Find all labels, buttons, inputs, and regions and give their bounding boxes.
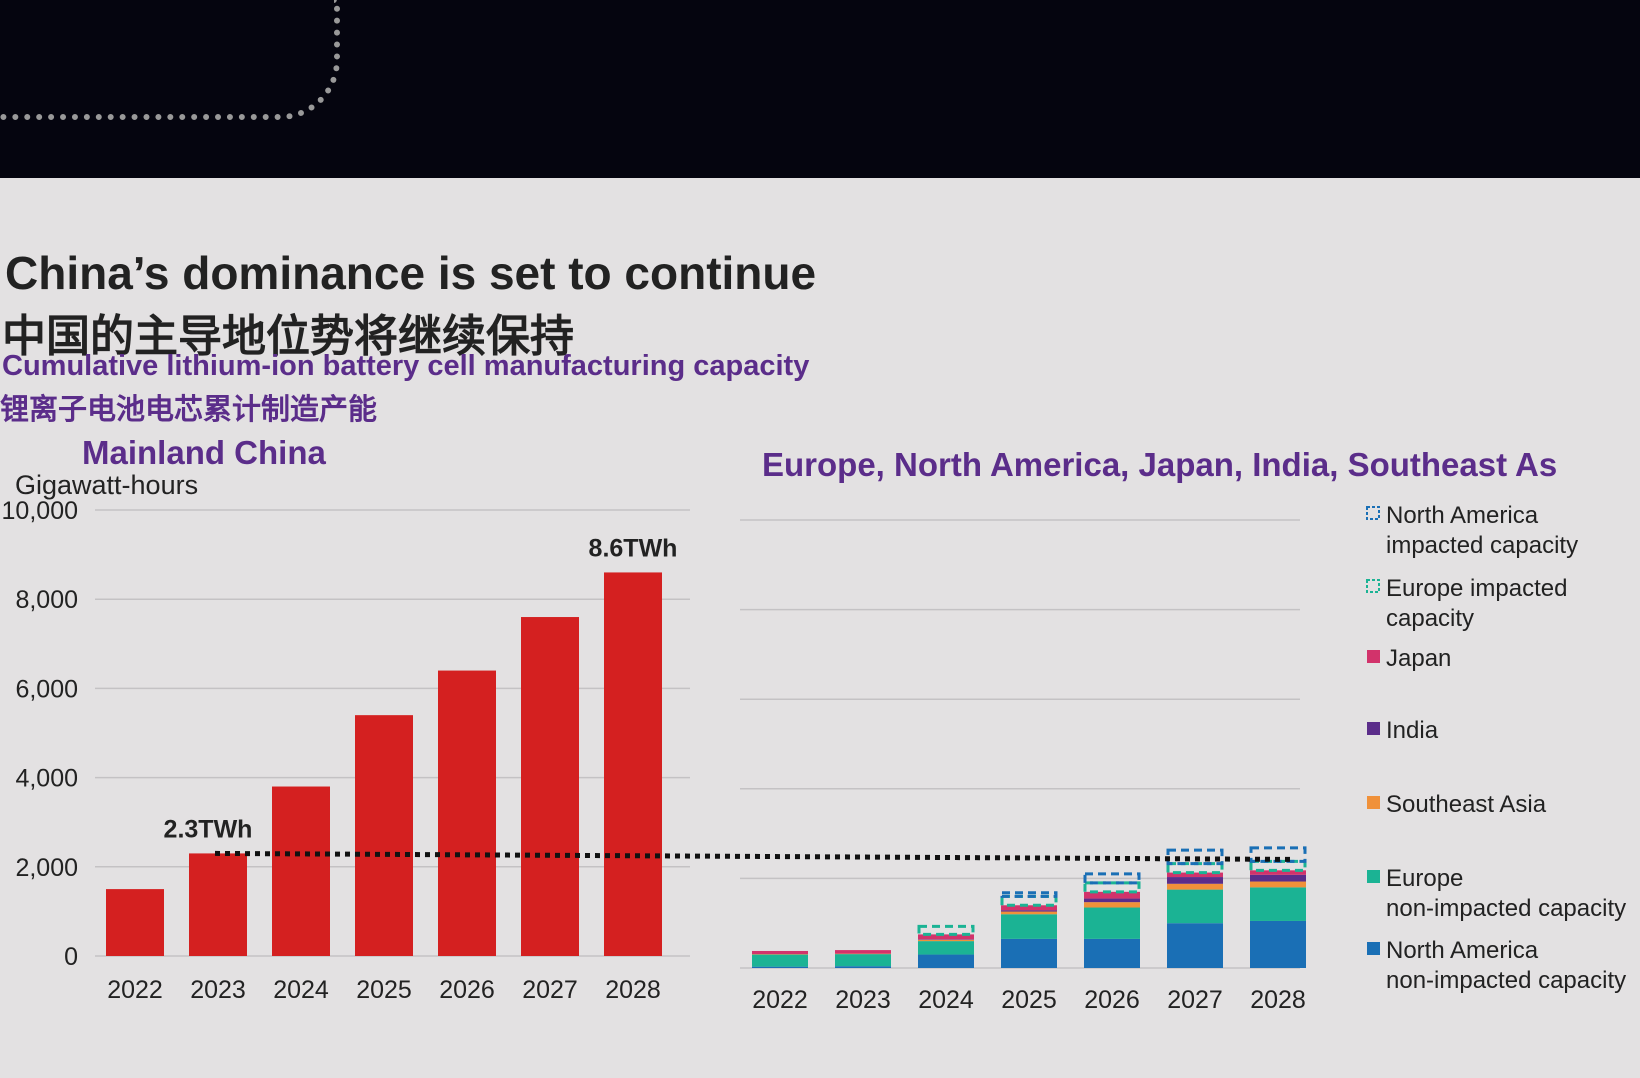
bar-2027: [521, 617, 579, 956]
bar-segment-2024: [918, 934, 974, 940]
slide: China’s dominance is set to continue 中国的…: [0, 178, 1640, 1078]
left-chart-title: Mainland China: [82, 434, 326, 471]
x-tick-label: 2024: [918, 986, 974, 1014]
bar-segment-2027: [1167, 923, 1223, 968]
legend-label: capacity: [1386, 605, 1474, 632]
bar-segment-2027: [1167, 883, 1223, 890]
x-tick-label: 2027: [522, 976, 578, 1004]
bar-segment-2024: [918, 939, 974, 942]
x-tick-label: 2023: [835, 986, 891, 1014]
bar-segment-2028: [1250, 920, 1306, 968]
bar-segment-2024: [918, 954, 974, 968]
bar-2024: [272, 786, 330, 956]
legend-swatch: [1367, 650, 1380, 663]
bar-segment-2024: [917, 924, 975, 936]
legend-label: Japan: [1386, 645, 1451, 672]
bar-segment-2027: [1167, 872, 1223, 878]
bar-2022: [106, 889, 164, 956]
legend-swatch: [1367, 722, 1380, 735]
bar-segment-2025: [1000, 891, 1058, 898]
legend-label: India: [1386, 717, 1439, 744]
x-tick-label: 2028: [1250, 986, 1306, 1014]
bar-segment-2022: [752, 954, 808, 967]
legend-swatch: [1367, 796, 1380, 809]
x-tick-label: 2028: [605, 976, 661, 1004]
bar-segment-2027: [1167, 889, 1223, 924]
bar-segment-2025: [1001, 911, 1057, 915]
bar-segment-2028: [1250, 870, 1306, 875]
bar-segment-2026: [1084, 907, 1140, 939]
legend-label: Southeast Asia: [1386, 791, 1547, 818]
bar-2025: [355, 715, 413, 956]
y-tick-label: 0: [64, 943, 78, 971]
bar-segment-2023: [835, 954, 891, 967]
legend-swatch: [1366, 579, 1380, 593]
bar-segment-2025: [1001, 905, 1057, 911]
bar-segment-2027: [1167, 877, 1223, 884]
legend-label: non-impacted capacity: [1386, 967, 1626, 994]
legend-swatch: [1367, 870, 1380, 883]
slide-title-chinese: 中国的主导地位势将继续保持: [2, 312, 574, 361]
x-tick-label: 2024: [273, 976, 329, 1004]
x-tick-label: 2023: [190, 976, 246, 1004]
bar-segment-2026: [1084, 938, 1140, 968]
y-tick-label: 8,000: [15, 586, 78, 614]
bar-segment-2025: [1001, 914, 1057, 939]
bar-segment-2028: [1250, 881, 1306, 888]
bar-segment-2028: [1250, 874, 1306, 882]
y-tick-label: 6,000: [15, 675, 78, 703]
x-tick-label: 2025: [1001, 986, 1057, 1014]
bar-segment-2023: [835, 966, 891, 968]
legend-swatch: [1367, 942, 1380, 955]
x-tick-label: 2022: [107, 976, 163, 1004]
bar-segment-2026: [1084, 902, 1140, 908]
charts-svg: 0 2,000 4,000 6,000 8,000 10,000 2022 2023 2024 2…: [2, 497, 1627, 1014]
y-tick-label: 10,000: [2, 497, 78, 525]
bar-segment-2024: [918, 941, 974, 955]
bar-segment-2026: [1084, 898, 1140, 903]
bar-2023: [189, 853, 247, 956]
x-tick-label: 2022: [752, 986, 808, 1014]
bar-segment-2023: [835, 950, 891, 954]
data-label: 8.6TWh: [589, 534, 678, 562]
legend-label: North America: [1386, 502, 1539, 529]
bar-segment-2027: [1166, 848, 1224, 866]
data-label: 2.3TWh: [164, 815, 253, 843]
bar-segment-2025: [1001, 910, 1057, 912]
bar-segment-2028: [1250, 887, 1306, 921]
legend-label: non-impacted capacity: [1386, 895, 1626, 922]
x-tick-label: 2026: [1084, 986, 1140, 1014]
bar-2026: [438, 670, 496, 956]
legend-label: Europe impacted: [1386, 575, 1567, 602]
y-tick-label: 2,000: [15, 854, 78, 882]
bar-segment-2025: [1001, 938, 1057, 968]
y-tick-label: 4,000: [15, 765, 78, 793]
chart-subtitle: Cumulative lithium-ion battery cell manu…: [2, 350, 810, 382]
logo-graphic: [0, 0, 340, 120]
right-chart-title: Europe, North America, Japan, India, Sou…: [762, 446, 1558, 483]
bar-segment-2022: [752, 950, 808, 955]
bar-2028: [604, 572, 662, 956]
legend-label: Europe: [1386, 865, 1463, 892]
x-tick-label: 2026: [439, 976, 495, 1004]
legend-label: North America: [1386, 937, 1539, 964]
chart-subtitle-chinese: 锂离子电池电芯累计制造产能: [0, 394, 378, 426]
bar-segment-2026: [1084, 891, 1140, 899]
y-axis-label: Gigawatt-hours: [15, 470, 199, 500]
bar-segment-2026: [1083, 881, 1141, 894]
legend-label: impacted capacity: [1386, 532, 1578, 559]
bar-segment-2022: [752, 966, 808, 968]
slide-title: China’s dominance is set to continue: [5, 247, 817, 299]
bar-segment-2026: [1083, 872, 1141, 885]
x-tick-label: 2027: [1167, 986, 1223, 1014]
x-tick-label: 2025: [356, 976, 412, 1004]
legend-swatch: [1366, 506, 1380, 520]
